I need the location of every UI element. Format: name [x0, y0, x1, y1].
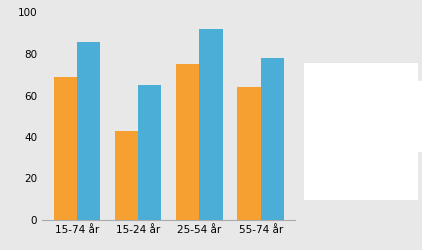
Bar — [54, 77, 77, 220]
Bar — [77, 42, 100, 220]
Bar — [176, 64, 200, 220]
Legend: Kvinnor, Män: Kvinnor, Män — [326, 81, 422, 152]
Bar — [261, 58, 284, 220]
Bar — [200, 29, 223, 220]
Bar — [138, 85, 162, 220]
Bar — [237, 87, 261, 220]
Bar — [115, 131, 138, 220]
